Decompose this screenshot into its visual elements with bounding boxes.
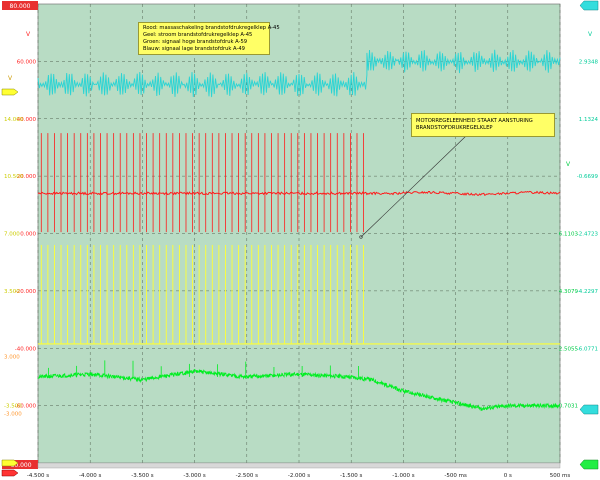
trace-red-baseline <box>37 190 561 196</box>
left-red-scale-label: 3.000 <box>4 354 20 360</box>
annotation-arrow <box>360 135 467 238</box>
legend-line-red: Rood: massaschakeling brandstofdrukregel… <box>143 25 280 31</box>
left-axis-unit: V <box>26 31 31 38</box>
red-channel-marker[interactable] <box>1 469 19 477</box>
left-tick-label: 20.000 <box>17 174 37 180</box>
left-yellow-scale-label: 7.000 <box>4 232 20 238</box>
legend-line-yellow: Geel: stroom brandstofdrukregelklep A-45 <box>143 32 253 38</box>
annotation-note[interactable]: MOTORREGELEENHEID STAAKT AANSTURING BRAN… <box>411 113 555 137</box>
right-green-tick-label: 2.5055 <box>559 346 579 352</box>
right-green-tick-label: 4.3079 <box>559 289 579 295</box>
x-tick-label: -1.000 s <box>392 473 414 479</box>
trace-green <box>37 368 561 412</box>
left-tick-label: 60.000 <box>17 59 37 65</box>
cyan-channel-marker-2[interactable] <box>579 404 599 415</box>
right-cyan-tick-label: -2.4723 <box>577 232 599 238</box>
time-ruler[interactable] <box>37 462 561 469</box>
left-axis-labels: 60.000 40.000 20.000 0.000 -20.000 -40.000 -60… <box>4 59 36 417</box>
right-green-secondary-label: -6.0771 <box>577 346 598 352</box>
right-green-unit: V <box>566 161 571 168</box>
annotation-line-1: MOTORREGELEENHEID STAAKT AANSTURING <box>416 118 533 124</box>
left-tick-label: -60.000 <box>15 404 37 410</box>
left-tick-label: -20.000 <box>15 289 37 295</box>
right-green-tick-label: 6.1103 <box>559 232 579 238</box>
legend-line-blue: Blauw: signaal lage brandstofdruk A-49 <box>143 46 245 52</box>
x-axis-labels: -4.500 s -4.000 s -3.500 s -3.000 s -2.500 s… <box>27 473 571 479</box>
left-yellow-scale-label: -3.500 <box>4 404 22 410</box>
left-yellow-scale-label: 14.000 <box>4 117 24 123</box>
right-cyan-tick-label: 2.9348 <box>579 59 599 65</box>
left-scale-top-badge-bg <box>2 1 38 10</box>
green-channel-marker[interactable] <box>579 459 599 470</box>
left-yellow-scale-label: 3.500 <box>4 289 20 295</box>
yellow-channel-marker[interactable] <box>1 88 19 96</box>
left-cyan-unit: V <box>8 75 13 82</box>
annotation-arrow-tip <box>359 235 363 239</box>
x-tick-label: -4.500 s <box>27 473 49 479</box>
left-tick-label: 0.000 <box>20 232 36 238</box>
yellow-channel-marker-2[interactable] <box>1 459 19 467</box>
x-tick-label: -2.000 s <box>288 473 310 479</box>
left-tick-label: 40.000 <box>17 117 37 123</box>
right-cyan-unit: V <box>588 31 593 38</box>
x-tick-label: 500 ms <box>550 473 571 479</box>
traces <box>37 49 561 412</box>
x-tick-label: -1.500 s <box>340 473 362 479</box>
trace-cyan <box>37 49 561 98</box>
left-red-scale-label: -3.000 <box>4 412 22 418</box>
x-tick-label: -500 ms <box>444 473 467 479</box>
cyan-channel-marker[interactable] <box>579 0 599 11</box>
left-yellow-scale-label: 10.500 <box>4 174 24 180</box>
legend-line-green: Groen: signaal hoge brandstofdruk A-59 <box>143 39 248 45</box>
left-tick-label: -40.000 <box>15 346 37 352</box>
right-cyan-tick-label: 1.1324 <box>579 117 599 123</box>
x-tick-label: -3.000 s <box>183 473 205 479</box>
right-green-tick-label: 0.7031 <box>559 404 578 410</box>
left-scale-bottom-badge-bg <box>2 460 38 469</box>
x-tick-label: -4.000 s <box>79 473 101 479</box>
annotation-line-2: BRANDSTOFDRUKREGELKLEP <box>416 125 493 131</box>
right-cyan-tick-label: -0.6699 <box>577 174 599 180</box>
channel-legend-note[interactable]: Rood: massaschakeling brandstofdrukregel… <box>138 22 280 55</box>
left-scale-bottom-badge: -80.000 <box>8 462 31 469</box>
x-tick-label: -2.500 s <box>236 473 258 479</box>
x-tick-label: 0 s <box>504 473 512 479</box>
x-tick-label: -3.500 s <box>131 473 153 479</box>
left-scale-top-badge: 80.000 <box>10 3 31 10</box>
right-green-secondary-label: -4.2297 <box>577 289 599 295</box>
